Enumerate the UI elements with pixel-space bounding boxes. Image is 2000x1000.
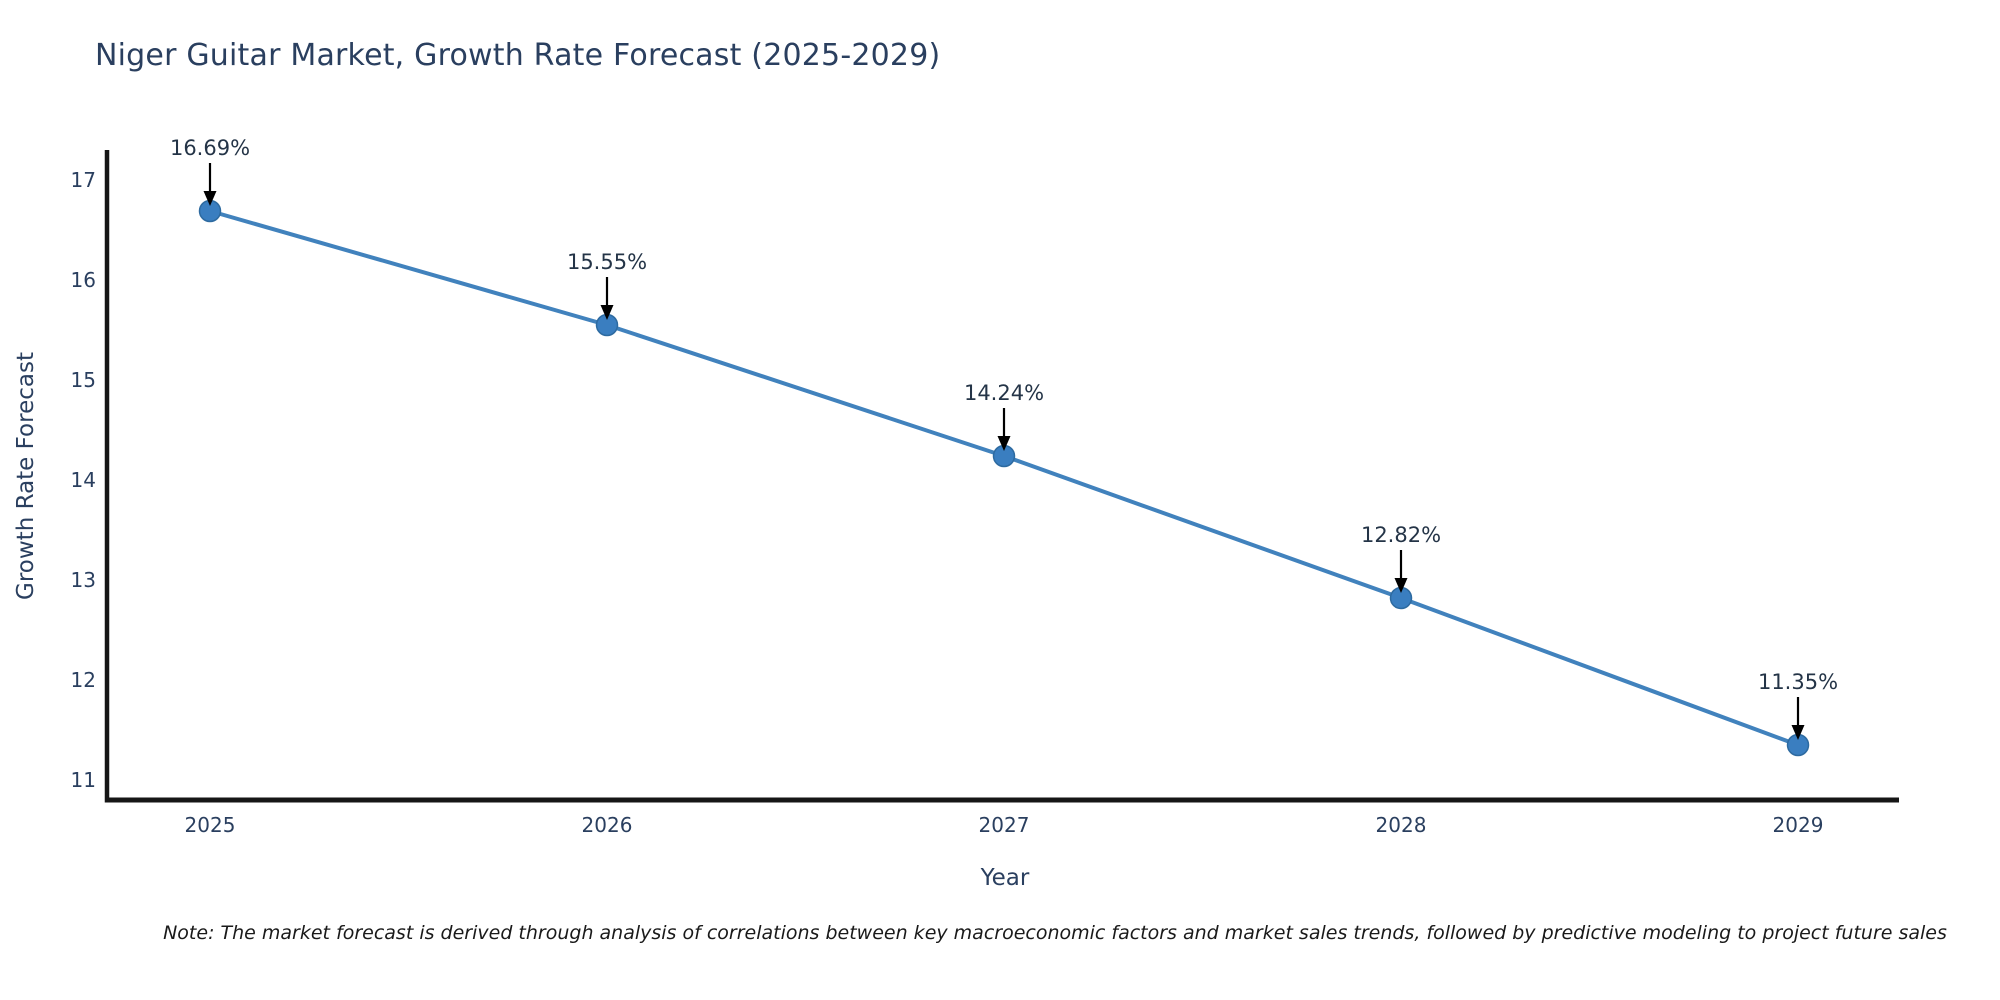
point-value-label: 11.35% (1758, 670, 1838, 694)
point-value-label: 16.69% (170, 136, 250, 160)
annotation-arrow-head (600, 305, 614, 320)
y-axis-title: Growth Rate Forecast (13, 352, 39, 600)
y-tick-label: 17 (71, 168, 96, 192)
trend-line (208, 209, 1800, 747)
point-value-label: 15.55% (567, 250, 647, 274)
y-tick-label: 13 (71, 568, 96, 592)
x-tick-label: 2026 (582, 813, 633, 837)
annotation-arrow-head (203, 191, 217, 206)
annotation-arrow-head (1791, 725, 1805, 740)
chart-title: Niger Guitar Market, Growth Rate Forecas… (95, 38, 941, 73)
y-tick-label: 16 (71, 268, 96, 292)
annotation-arrow-head (997, 436, 1011, 451)
y-tick-label: 14 (71, 468, 96, 492)
x-tick-label: 2025 (185, 813, 236, 837)
x-tick-label: 2027 (979, 813, 1030, 837)
y-tick-label: 15 (71, 368, 96, 392)
x-tick-label: 2028 (1376, 813, 1427, 837)
y-tick-label: 12 (71, 668, 96, 692)
y-tick-label: 11 (71, 768, 96, 792)
point-value-label: 14.24% (964, 381, 1044, 405)
footnote: Note: The market forecast is derived thr… (163, 922, 1947, 944)
x-axis-title: Year (980, 865, 1030, 891)
annotation-arrow-head (1394, 578, 1408, 593)
x-tick-label: 2029 (1773, 813, 1824, 837)
point-value-label: 12.82% (1361, 523, 1441, 547)
